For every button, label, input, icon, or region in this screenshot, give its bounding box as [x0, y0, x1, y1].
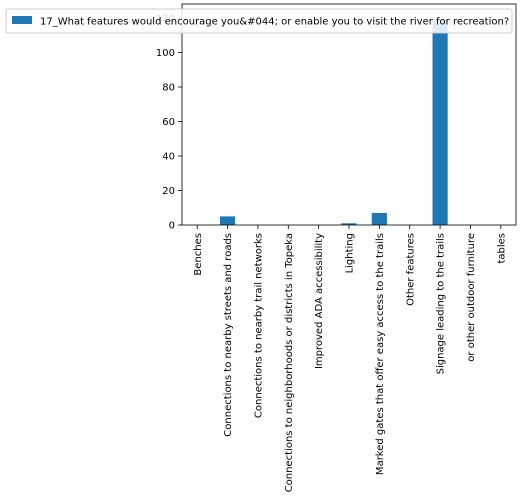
y-tick-label: 0	[169, 221, 175, 232]
legend: 17_What features would encourage you&#04…	[5, 8, 513, 34]
axes: 020406080100120BenchesConnections to nea…	[156, 3, 517, 492]
x-tick-label: Improved ADA accessibility	[314, 233, 325, 369]
x-tick-label: or other outdoor furniture	[466, 233, 477, 362]
legend-swatch	[12, 16, 32, 24]
y-tick-label: 40	[162, 152, 175, 163]
y-tick-label: 100	[156, 48, 175, 59]
bar-6	[371, 212, 387, 225]
x-tick-label: Other features	[405, 233, 416, 306]
bar-8	[432, 19, 448, 225]
legend-box	[5, 8, 513, 34]
plot-area	[182, 4, 516, 225]
x-tick-label: Connections to nearby trail networks	[254, 233, 265, 418]
legend-label: 17_What features would encourage you&#04…	[40, 17, 509, 28]
x-tick-label: tables	[496, 233, 507, 264]
x-tick-label: Benches	[193, 233, 204, 276]
x-tick-label: Lighting	[345, 233, 356, 273]
x-tick-label: Connections to nearby streets and roads	[223, 233, 234, 437]
y-tick-label: 60	[162, 117, 175, 128]
x-tick-label: Marked gates that offer easy access to t…	[375, 233, 386, 475]
axes-frame	[181, 3, 517, 226]
plot-background	[182, 4, 516, 225]
x-tick-label: Connections to neighborhoods or district…	[284, 233, 295, 492]
y-tick-label: 80	[162, 83, 175, 94]
bars	[219, 19, 448, 226]
y-tick-label: 20	[162, 186, 175, 197]
bar-1	[219, 216, 236, 226]
x-tick-label: Signage leading to the trails	[436, 233, 447, 374]
bar-5	[341, 223, 357, 225]
